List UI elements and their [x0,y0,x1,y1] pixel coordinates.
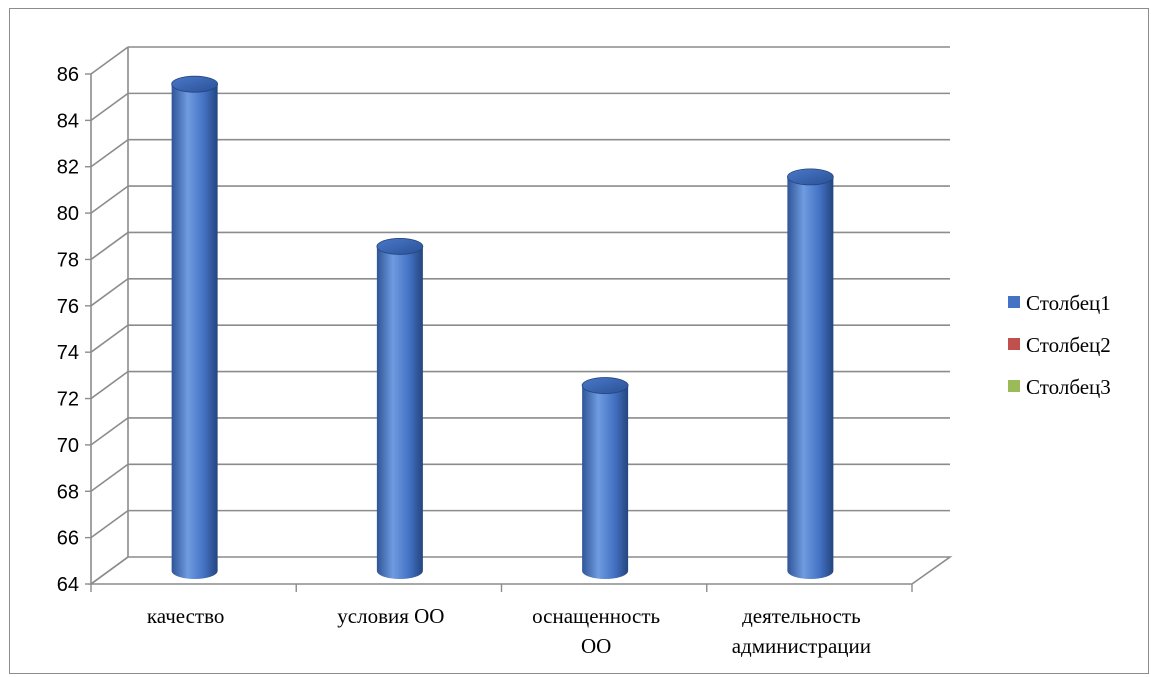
legend-label: Столбец2 [1026,333,1111,357]
y-tick-label: 84 [57,110,79,132]
bar [171,75,219,579]
side-wall-gridline [90,509,129,539]
x-category-label: деятельность администрации [732,604,871,658]
bar [376,238,424,580]
bars [171,75,834,580]
legend-swatch [1008,296,1020,308]
side-wall-gridline [90,139,129,168]
legend: Столбец1 Столбец2 Столбец3 [1008,291,1111,399]
side-wall-gridline [90,231,129,261]
side-wall-gridline [90,92,129,122]
bar [581,377,629,579]
legend-item: Столбец2 [1008,333,1111,357]
side-wall-gridline [90,463,129,492]
legend-label: Столбец1 [1026,291,1111,315]
side-wall-gridline [90,324,129,353]
x-axis-categories: качество условия ОО оснащенность ОО деятельн… [90,584,913,658]
legend-swatch [1008,380,1020,392]
floor [88,556,953,585]
y-tick-label: 82 [57,157,79,179]
y-tick-label: 78 [57,249,79,271]
y-tick-label: 76 [57,296,79,318]
y-tick-label: 64 [57,574,79,596]
x-category-label: качество [147,604,225,628]
axes [88,47,953,585]
bar [786,168,834,579]
side-wall-gridline [90,278,129,307]
legend-label: Столбец3 [1026,375,1111,399]
side-wall-gridline [90,46,129,75]
side-wall-gridline [90,370,129,400]
y-tick-label: 80 [57,203,79,225]
y-tick-label: 68 [57,481,79,503]
y-tick-label: 86 [57,64,79,86]
legend-item: Столбец1 [1008,291,1111,315]
y-tick-label: 70 [57,435,79,457]
legend-item: Столбец3 [1008,375,1111,399]
legend-swatch [1008,338,1020,350]
y-tick-label: 72 [57,389,79,411]
y-axis-ticks: 64 66 68 70 72 74 76 78 80 82 84 86 [57,64,91,596]
x-category-label: оснащенность ОО [532,604,660,658]
x-category-label: условия ОО [337,604,444,628]
side-wall-gridline [90,417,129,446]
y-tick-label: 66 [57,528,79,550]
y-tick-label: 74 [57,342,79,364]
side-wall-gridline [90,185,129,214]
